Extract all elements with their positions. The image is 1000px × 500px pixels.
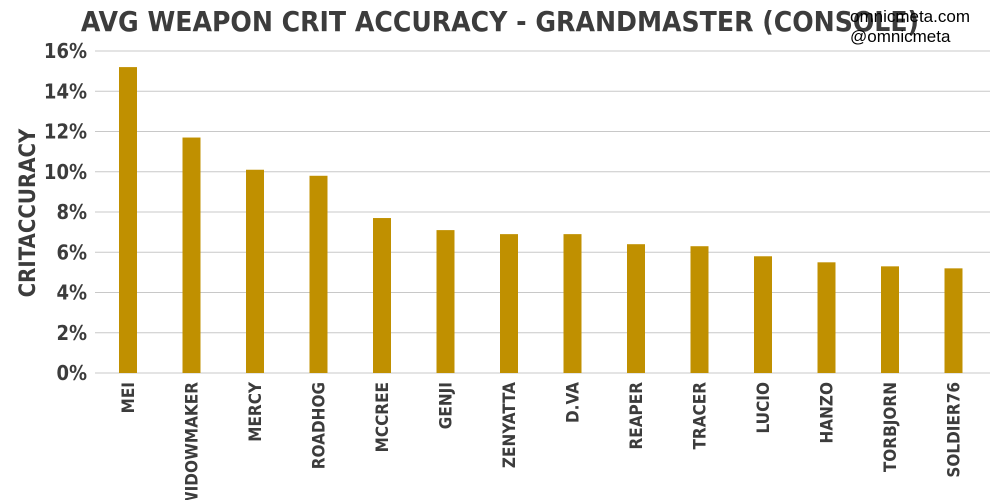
bar-lucio: [754, 256, 772, 373]
y-tick-label: 4%: [56, 281, 87, 305]
category-label: SOLDIER76: [945, 382, 965, 478]
category-label: ROADHOG: [310, 382, 330, 469]
bar-torbjorn: [881, 266, 899, 373]
category-label: MCCREE: [373, 382, 393, 452]
credit-site: omnicmeta.com: [850, 7, 970, 26]
category-label: D.VA: [564, 382, 584, 423]
bar-mei: [119, 67, 137, 373]
y-tick-label: 16%: [44, 39, 87, 63]
bars: [119, 67, 963, 373]
y-axis-label: CRITACCURACY: [16, 128, 41, 297]
bar-dva: [563, 234, 582, 373]
bar-hanzo: [817, 262, 836, 373]
bar-roadhog: [309, 175, 328, 373]
category-label: TRACER: [691, 382, 711, 450]
bar-mccree: [373, 218, 391, 373]
category-label: HANZO: [818, 382, 838, 444]
y-tick-label: 0%: [56, 361, 87, 385]
y-tick-label: 12%: [44, 120, 87, 144]
y-tick-label: 6%: [56, 240, 87, 264]
y-tick-label: 2%: [56, 321, 87, 345]
category-label: WIDOWMAKER: [183, 382, 203, 500]
category-label: TORBJORN: [881, 382, 901, 472]
bar-soldier76: [944, 268, 963, 373]
category-label: MEI: [119, 382, 139, 413]
y-tick-label: 8%: [56, 200, 87, 224]
bar-zenyatta: [500, 234, 518, 373]
bar-genji: [436, 230, 455, 373]
category-label: LUCIO: [754, 382, 774, 433]
bar-tracer: [690, 246, 709, 373]
chart-title: AVG WEAPON CRIT ACCURACY - GRANDMASTER (…: [81, 5, 919, 38]
category-label: GENJI: [437, 382, 457, 429]
category-label: REAPER: [627, 382, 647, 450]
category-label: ZENYATTA: [500, 382, 520, 468]
category-label: MERCY: [246, 381, 266, 442]
bar-reaper: [627, 244, 645, 373]
gridlines: [95, 50, 990, 374]
bar-mercy: [246, 169, 264, 373]
bar-widowmaker: [182, 137, 201, 373]
y-tick-labels: 0% 2% 4% 6% 8% 10% 12% 14% 16%: [44, 39, 87, 385]
y-tick-label: 14%: [44, 79, 87, 103]
credit-handle: @omnicmeta: [850, 27, 951, 46]
category-labels: MEI WIDOWMAKER MERCY ROADHOG MCCREE GENJI ZENY…: [119, 381, 965, 500]
y-tick-label: 10%: [44, 160, 87, 184]
